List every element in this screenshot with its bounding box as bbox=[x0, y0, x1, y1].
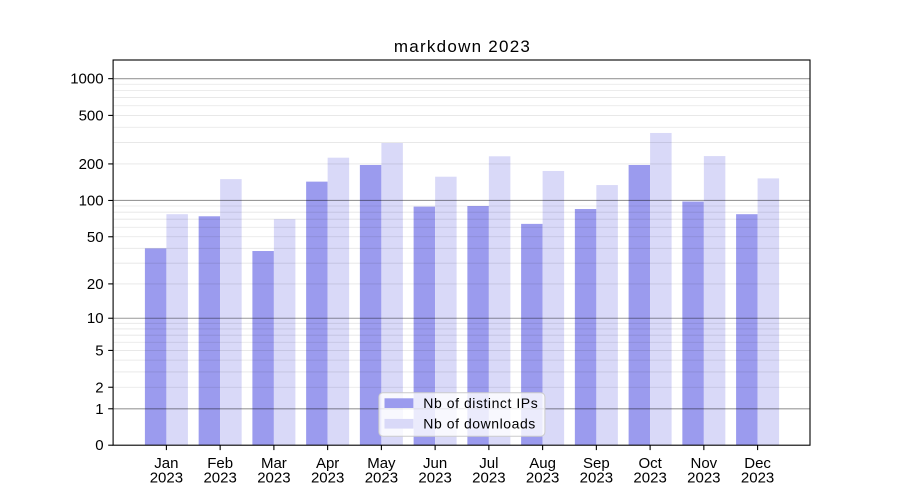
svg-text:2023: 2023 bbox=[150, 470, 183, 487]
svg-text:200: 200 bbox=[79, 156, 104, 173]
svg-text:0: 0 bbox=[95, 437, 103, 454]
svg-text:20: 20 bbox=[87, 276, 104, 293]
svg-text:2023: 2023 bbox=[687, 470, 720, 487]
svg-text:Nb of distinct IPs: Nb of distinct IPs bbox=[423, 395, 538, 411]
svg-text:100: 100 bbox=[79, 192, 104, 209]
svg-text:Dec: Dec bbox=[744, 455, 771, 472]
svg-text:markdown 2023: markdown 2023 bbox=[394, 37, 531, 56]
svg-text:Mar: Mar bbox=[261, 455, 287, 472]
svg-text:1000: 1000 bbox=[70, 71, 103, 88]
svg-text:500: 500 bbox=[79, 107, 104, 124]
svg-text:2023: 2023 bbox=[365, 470, 398, 487]
svg-text:Jan: Jan bbox=[154, 455, 178, 472]
svg-text:Nb of downloads: Nb of downloads bbox=[423, 415, 536, 431]
svg-text:50: 50 bbox=[87, 229, 104, 246]
svg-text:Feb: Feb bbox=[207, 455, 233, 472]
svg-text:Sep: Sep bbox=[583, 455, 610, 472]
svg-text:5: 5 bbox=[95, 342, 103, 359]
svg-text:2023: 2023 bbox=[526, 470, 559, 487]
svg-text:Jul: Jul bbox=[479, 455, 498, 472]
svg-text:10: 10 bbox=[87, 310, 104, 327]
svg-text:2023: 2023 bbox=[203, 470, 236, 487]
svg-text:Aug: Aug bbox=[529, 455, 556, 472]
svg-text:Jun: Jun bbox=[423, 455, 447, 472]
svg-text:2023: 2023 bbox=[580, 470, 613, 487]
svg-text:2023: 2023 bbox=[311, 470, 344, 487]
svg-text:Nov: Nov bbox=[691, 455, 718, 472]
svg-text:2: 2 bbox=[95, 379, 103, 396]
svg-text:2023: 2023 bbox=[633, 470, 666, 487]
svg-text:May: May bbox=[367, 455, 396, 472]
svg-text:2023: 2023 bbox=[472, 470, 505, 487]
svg-text:1: 1 bbox=[95, 401, 103, 418]
svg-text:Oct: Oct bbox=[638, 455, 662, 472]
svg-text:2023: 2023 bbox=[257, 470, 290, 487]
svg-text:Apr: Apr bbox=[316, 455, 339, 472]
svg-text:2023: 2023 bbox=[418, 470, 451, 487]
svg-text:2023: 2023 bbox=[741, 470, 774, 487]
